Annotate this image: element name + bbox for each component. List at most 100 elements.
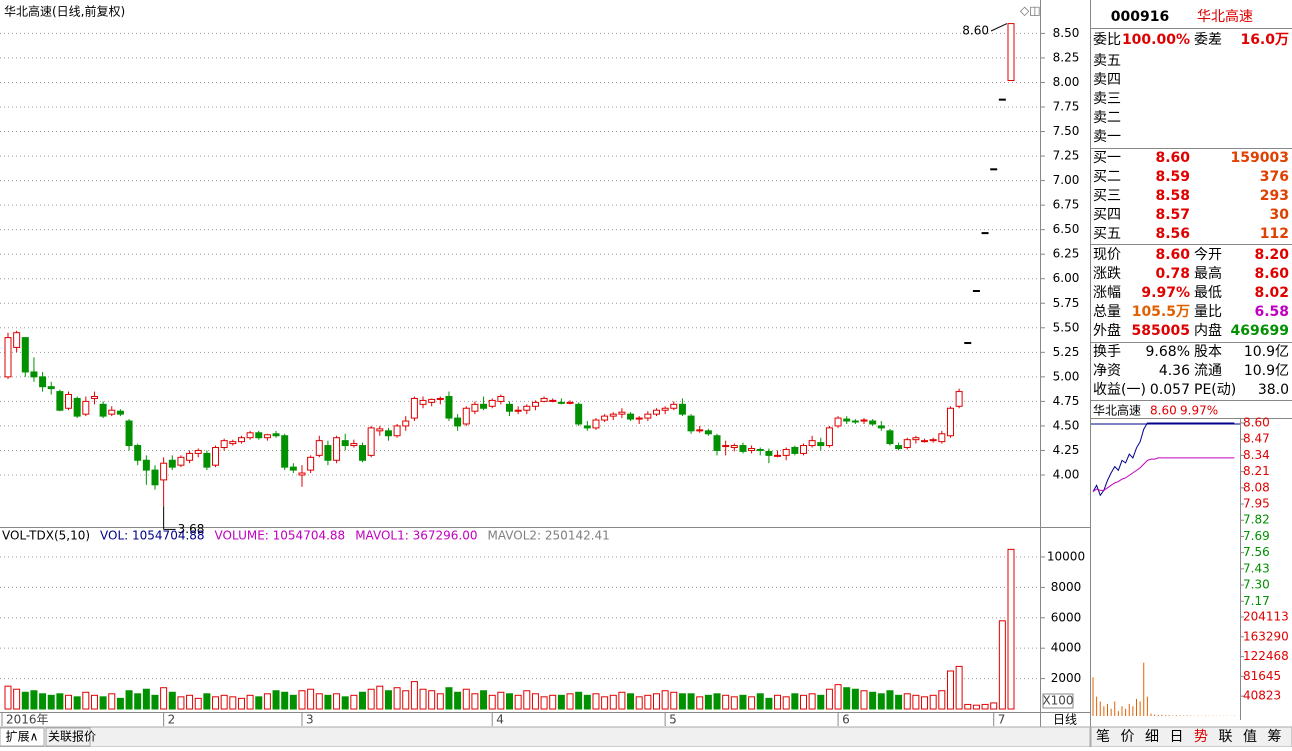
period-label[interactable]: 日线 bbox=[1053, 713, 1077, 727]
volume-tick-label: 8000 bbox=[1051, 580, 1082, 594]
candle-body bbox=[912, 437, 920, 441]
right-tab[interactable]: 势 bbox=[1194, 729, 1208, 745]
candle-body bbox=[713, 435, 721, 451]
quote-value: 105.5万 bbox=[1132, 304, 1190, 320]
candle-body bbox=[194, 449, 202, 454]
right-tab[interactable]: 价 bbox=[1121, 729, 1135, 745]
quote-label: 内盘 bbox=[1194, 322, 1222, 339]
volume-bar bbox=[1007, 548, 1015, 710]
right-tab[interactable]: 日 bbox=[1170, 729, 1184, 745]
bottom-tab-label[interactable]: 扩展∧ bbox=[6, 730, 39, 744]
candle-body bbox=[644, 413, 652, 419]
candle-body bbox=[514, 409, 522, 412]
quote-value: 8.60 bbox=[1155, 150, 1190, 166]
intraday-volume-tick: 81645 bbox=[1243, 669, 1281, 683]
y-tick-label: 8.00 bbox=[1053, 75, 1080, 89]
intraday-volume-tick: 40823 bbox=[1243, 689, 1281, 703]
volume-header: MAVOL2: 250142.41 bbox=[488, 529, 610, 543]
date-label: 4 bbox=[496, 713, 504, 727]
right-tab[interactable]: 筹 bbox=[1268, 728, 1282, 745]
bottom-tab[interactable] bbox=[0, 727, 45, 747]
volume-bar bbox=[177, 696, 185, 710]
volume-bar bbox=[168, 691, 176, 710]
volume-bar bbox=[575, 691, 583, 710]
bottom-bar bbox=[0, 726, 1091, 748]
y-tick-label: 6.00 bbox=[1053, 271, 1080, 285]
quote-value: 585005 bbox=[1132, 323, 1190, 339]
volume-header: VOL: 1054704.88 bbox=[100, 529, 205, 543]
quote-value: 293 bbox=[1260, 188, 1289, 204]
right-tab[interactable]: 联 bbox=[1219, 729, 1233, 745]
volume-bar bbox=[263, 693, 271, 710]
quote-value: 8.20 bbox=[1254, 247, 1289, 263]
volume-bar bbox=[661, 690, 669, 710]
y-tick-label: 5.00 bbox=[1053, 369, 1080, 383]
candle-body bbox=[315, 440, 323, 456]
quote-value: 4.36 bbox=[1159, 363, 1190, 379]
quote-label: 卖二 bbox=[1093, 110, 1121, 126]
intraday-volume-tick: 163290 bbox=[1243, 629, 1289, 643]
volume-bar bbox=[39, 693, 47, 710]
intraday-tick-label: 8.47 bbox=[1243, 432, 1270, 446]
volume-bar bbox=[678, 693, 686, 710]
quote-value: 10.9亿 bbox=[1244, 344, 1289, 360]
volume-bar bbox=[817, 694, 825, 710]
volume-bar bbox=[722, 694, 730, 710]
candle-body bbox=[531, 401, 539, 407]
quote-value: 469699 bbox=[1231, 323, 1289, 339]
candle-body bbox=[246, 432, 254, 439]
candle-body bbox=[298, 472, 306, 476]
right-tab[interactable]: 值 bbox=[1243, 729, 1257, 745]
right-tab[interactable]: 细 bbox=[1145, 729, 1159, 745]
quote-label: 收益(一) bbox=[1093, 382, 1146, 398]
candle-body bbox=[151, 469, 159, 486]
candle-body bbox=[575, 403, 583, 425]
candle-body bbox=[774, 454, 782, 457]
volume-bar bbox=[696, 696, 704, 710]
y-tick-label: 6.25 bbox=[1053, 247, 1080, 261]
volume-bar bbox=[713, 693, 721, 710]
volume-bar bbox=[782, 696, 790, 710]
candle-body bbox=[384, 430, 392, 437]
y-tick-label: 8.25 bbox=[1053, 50, 1080, 64]
candle-body bbox=[566, 401, 574, 404]
candle-body bbox=[860, 419, 868, 422]
volume-bar bbox=[791, 693, 799, 710]
volume-bar bbox=[402, 690, 410, 710]
volume-bar bbox=[341, 696, 349, 710]
volume-bar bbox=[203, 693, 211, 710]
volume-bar bbox=[281, 691, 289, 710]
candle-body bbox=[851, 420, 859, 423]
bottom-tab[interactable] bbox=[45, 727, 91, 747]
volume-bar bbox=[990, 702, 998, 710]
volume-bar bbox=[635, 696, 643, 710]
quote-label: 净资 bbox=[1093, 363, 1121, 379]
volume-bar bbox=[627, 693, 635, 710]
candle-body bbox=[972, 290, 980, 293]
y-tick-label: 5.25 bbox=[1053, 345, 1080, 359]
candle-body bbox=[4, 337, 12, 378]
volume-bar bbox=[255, 696, 263, 710]
volume-bar bbox=[921, 696, 929, 710]
intraday-tick-label: 7.69 bbox=[1243, 529, 1270, 543]
volume-bar bbox=[298, 690, 306, 710]
volume-bar bbox=[903, 693, 911, 710]
volume-bar bbox=[21, 691, 29, 710]
volume-bar bbox=[523, 690, 531, 710]
intraday-tick-label: 7.17 bbox=[1243, 594, 1270, 608]
candle-body bbox=[609, 413, 617, 417]
candle-body bbox=[583, 425, 591, 429]
right-tab[interactable]: 笔 bbox=[1096, 729, 1110, 745]
toolbar-icons[interactable]: ◇◫ bbox=[1020, 4, 1041, 18]
quote-label: 总量 bbox=[1093, 304, 1121, 320]
volume-bar bbox=[324, 694, 332, 710]
candle-body bbox=[791, 447, 799, 454]
candle-body bbox=[557, 401, 565, 404]
quote-value: 30 bbox=[1270, 207, 1290, 223]
volume-bar bbox=[869, 691, 877, 710]
bottom-tab-label[interactable]: 关联报价 bbox=[48, 729, 96, 744]
y-tick-label: 4.00 bbox=[1053, 467, 1080, 481]
quote-value: 8.56 bbox=[1155, 226, 1190, 242]
volume-bar bbox=[350, 694, 358, 710]
candle-body bbox=[921, 440, 929, 443]
